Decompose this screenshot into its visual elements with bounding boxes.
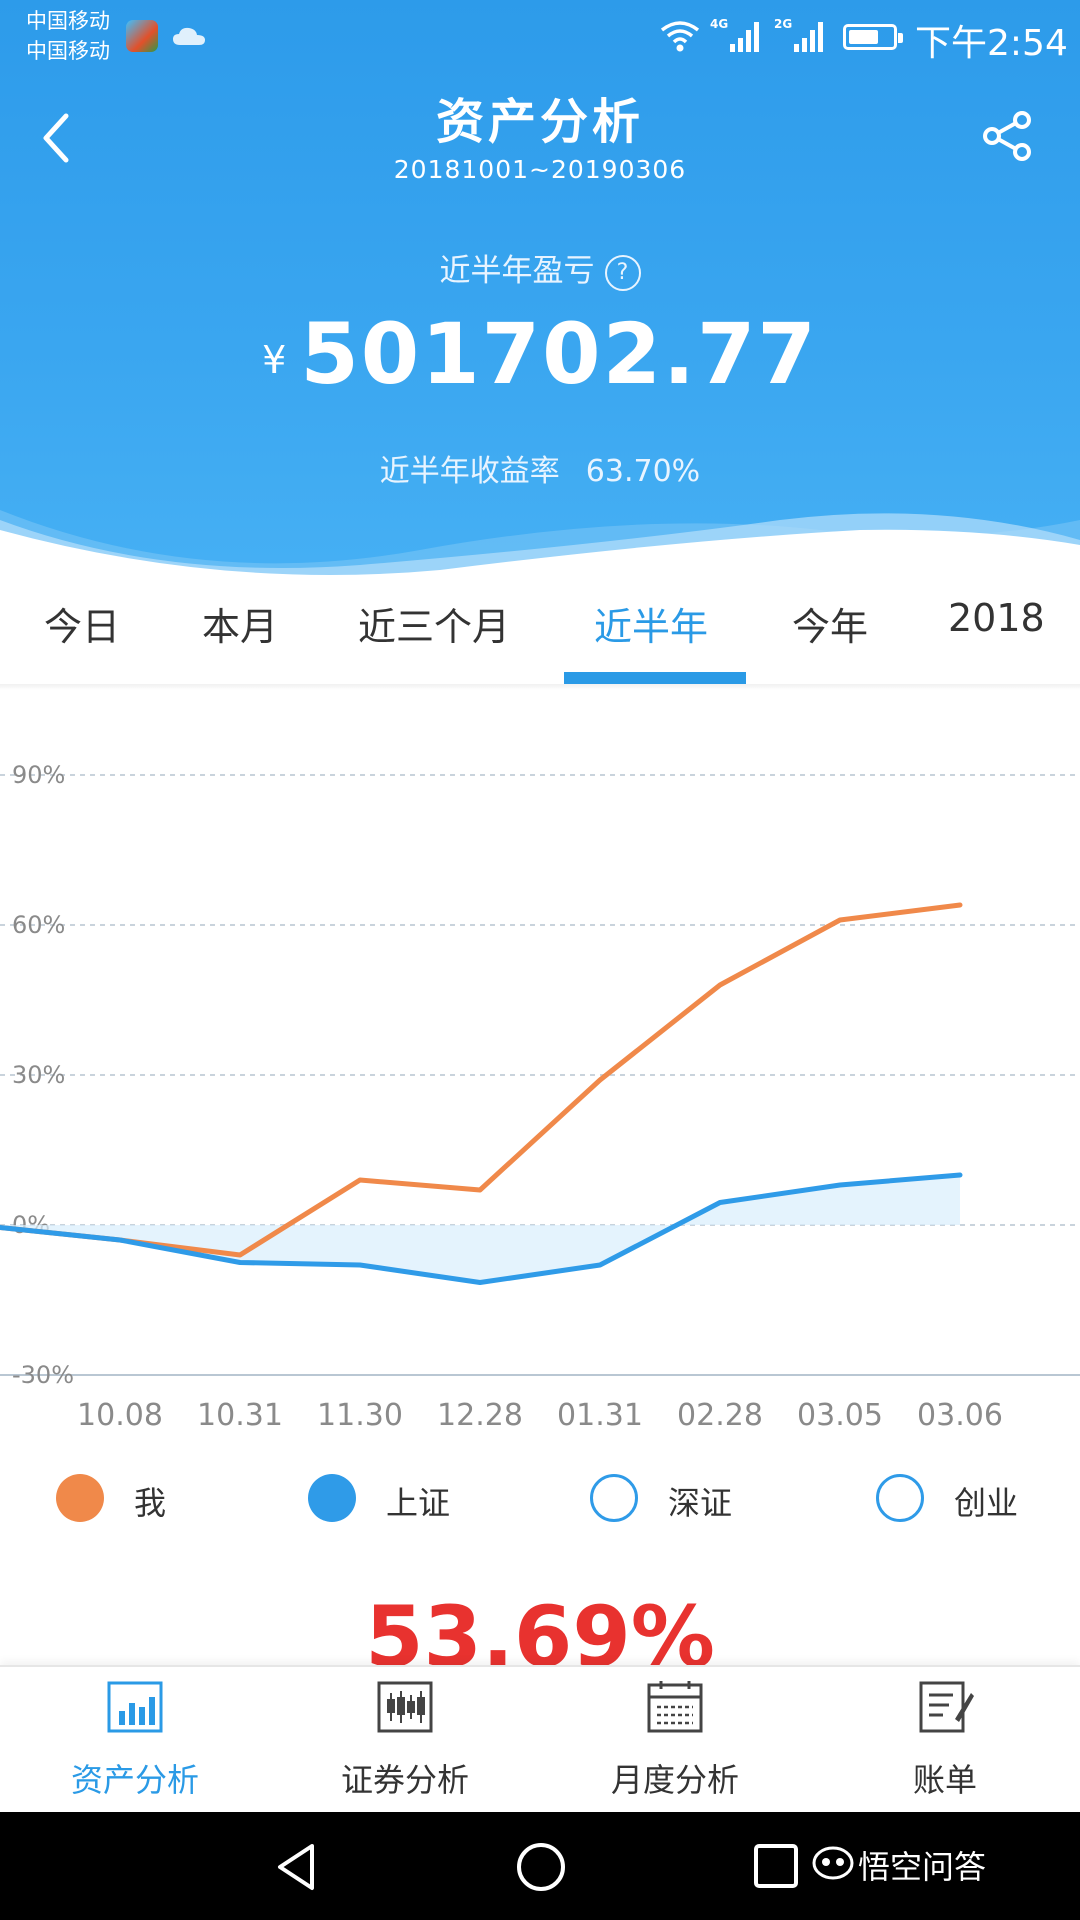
calendar-icon	[647, 1681, 703, 1733]
bottom-nav: 资产分析 证券分析 月度分析 账单	[0, 1665, 1080, 1814]
legend-label-chinext: 创业	[954, 1484, 1019, 1522]
tab-2018[interactable]: 2018	[948, 596, 1045, 640]
x-tick-label: 02.28	[677, 1398, 763, 1433]
x-tick-label: 03.05	[797, 1398, 883, 1433]
nav-label-bill: 账单	[912, 1761, 977, 1799]
return-rate-row: 近半年收益率 63.70%	[0, 446, 1080, 490]
date-range: 20181001~20190306	[393, 155, 687, 184]
battery-icon	[843, 24, 903, 50]
svg-text:4G: 4G	[710, 17, 728, 31]
tab-this-year[interactable]: 今年	[792, 605, 869, 649]
candlestick-icon	[377, 1681, 433, 1733]
signal-2g-icon: 2G	[774, 17, 823, 52]
legend-label-shanghai: 上证	[386, 1484, 451, 1522]
x-tick-label: 03.06	[917, 1398, 1003, 1433]
profit-label-row: 近半年盈亏?	[0, 245, 1080, 291]
nav-label-asset-analysis: 资产分析	[70, 1761, 199, 1799]
nav-asset-analysis[interactable]: 资产分析	[0, 1667, 270, 1814]
profit-amount: 501702.77	[300, 305, 818, 403]
status-time: 下午2:54	[915, 23, 1068, 64]
y-tick-label: -30%	[12, 1361, 74, 1389]
period-tabs: 今日 本月 近三个月 近半年 今年 2018	[0, 580, 1080, 684]
help-icon[interactable]: ?	[604, 255, 641, 291]
profit-amount-row: ¥501702.77	[0, 305, 1080, 403]
tab-this-month[interactable]: 本月	[202, 605, 279, 649]
app-notification-icon	[126, 20, 158, 52]
watermark-text: 悟空问答	[858, 1848, 987, 1886]
tab-three-months[interactable]: 近三个月	[358, 605, 511, 649]
legend-label-shenzhen: 深证	[668, 1484, 733, 1522]
return-comparison-chart: 90%60%30%0%-30%10.0810.3111.3012.2801.31…	[0, 761, 1080, 1433]
y-tick-label: 90%	[12, 761, 65, 789]
nav-label-securities-analysis: 证券分析	[340, 1761, 469, 1799]
wifi-icon	[660, 21, 700, 52]
carrier-2: 中国移动	[26, 39, 110, 63]
return-rate-label: 近半年收益率	[379, 454, 560, 489]
header-wave-decoration	[0, 510, 1080, 590]
nav-monthly-analysis[interactable]: 月度分析	[540, 1667, 810, 1814]
header: 中国移动 中国移动 4G 2G 下午2:	[0, 0, 1080, 590]
x-tick-label: 11.30	[317, 1398, 403, 1433]
legend-dot-shanghai	[308, 1474, 356, 1522]
y-tick-label: 30%	[12, 1061, 65, 1089]
legend-dot-shenzhen	[590, 1474, 638, 1522]
wukong-logo-icon	[812, 1846, 854, 1880]
carrier-1: 中国移动	[26, 9, 110, 33]
status-bar: 中国移动 中国移动 4G 2G 下午2:	[0, 0, 1080, 72]
x-tick-label: 12.28	[437, 1398, 523, 1433]
signal-4g-icon: 4G	[710, 17, 759, 52]
tab-half-year[interactable]: 近半年	[594, 605, 709, 649]
share-icon[interactable]	[980, 108, 1036, 164]
nav-label-monthly-analysis: 月度分析	[610, 1761, 739, 1799]
active-tab-indicator	[564, 672, 746, 684]
bar-chart-icon	[107, 1681, 163, 1733]
chart-legend: 我 上证 深证 创业	[0, 1470, 1080, 1530]
tab-today[interactable]: 今日	[44, 605, 121, 649]
x-tick-label: 10.31	[197, 1398, 283, 1433]
currency-symbol: ¥	[262, 338, 287, 382]
bill-icon	[919, 1681, 974, 1733]
x-tick-label: 01.31	[557, 1398, 643, 1433]
legend-dot-me	[56, 1474, 104, 1522]
system-back-icon[interactable]	[270, 1840, 324, 1894]
system-home-icon[interactable]	[514, 1840, 568, 1894]
legend-dot-chinext	[876, 1474, 924, 1522]
x-tick-label: 10.08	[77, 1398, 163, 1433]
system-recents-icon[interactable]	[752, 1842, 800, 1890]
nav-securities-analysis[interactable]: 证券分析	[270, 1667, 540, 1814]
profit-label: 近半年盈亏	[439, 253, 595, 289]
y-tick-label: 60%	[12, 911, 65, 939]
tabs-divider	[0, 684, 1080, 690]
back-arrow-icon[interactable]	[36, 110, 76, 166]
return-rate-value: 63.70%	[585, 454, 701, 489]
nav-bill[interactable]: 账单	[810, 1667, 1080, 1814]
page-title: 资产分析	[435, 94, 644, 150]
cloud-icon	[173, 27, 205, 45]
system-nav-bar: 悟空问答	[0, 1812, 1080, 1920]
svg-text:2G: 2G	[774, 17, 792, 31]
legend-label-me: 我	[134, 1484, 167, 1522]
carrier-labels: 中国移动 中国移动	[26, 6, 110, 66]
